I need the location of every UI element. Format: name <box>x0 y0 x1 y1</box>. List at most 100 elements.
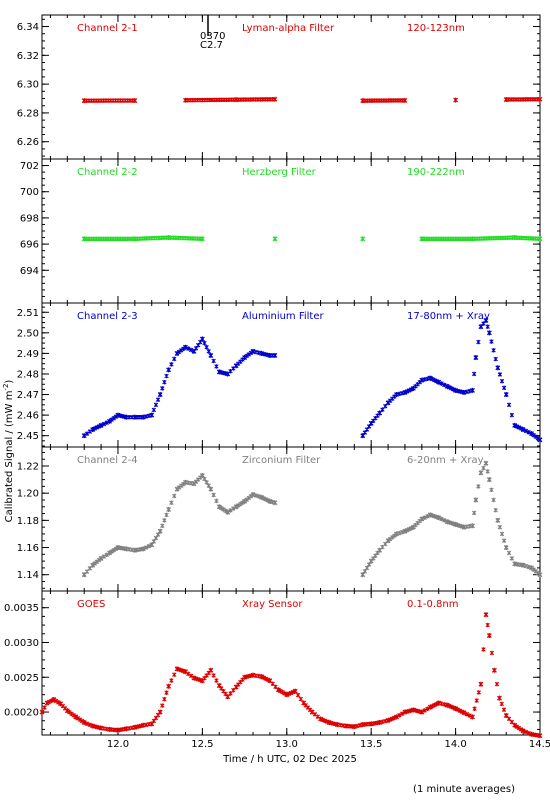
data-point <box>149 721 155 727</box>
data-point <box>410 707 416 713</box>
data-point <box>427 375 433 381</box>
data-point <box>132 236 138 242</box>
panel-2: 694 696 698 700 702 Channel 2-2 Herzberg Filte… <box>20 158 543 304</box>
data-point <box>301 700 307 706</box>
panel-label: Channel 2-3 <box>77 311 138 322</box>
data-marks <box>360 98 405 103</box>
data-point <box>351 724 357 730</box>
x-tick-label: 13.0 <box>276 739 298 750</box>
data-point <box>174 486 180 492</box>
x-tick-label: 14.5 <box>529 739 550 750</box>
data-point <box>123 546 129 552</box>
data-point <box>174 350 180 356</box>
data-point <box>461 389 467 395</box>
data-point <box>115 545 121 551</box>
data-point <box>486 633 492 639</box>
y-tick-label: 694 <box>20 266 39 277</box>
data-point <box>537 96 543 102</box>
y-tick-label: 1.16 <box>17 543 39 554</box>
y-tick-label: 6.26 <box>17 137 39 148</box>
data-point <box>394 392 399 398</box>
data-point <box>537 236 543 242</box>
data-point <box>140 546 146 552</box>
data-point <box>58 701 63 707</box>
data-point <box>157 528 163 534</box>
data-point <box>360 98 366 104</box>
y-axis-label: Calibrated Signal / (mW m-2) <box>2 380 15 523</box>
data-point <box>520 427 526 433</box>
data-point <box>453 97 459 103</box>
data-point <box>394 714 399 720</box>
data-marks <box>504 97 540 102</box>
y-tick-label: 0.0020 <box>4 708 39 719</box>
data-point <box>199 473 205 479</box>
flare-marker-label-top: 0370 <box>200 31 225 42</box>
panel-frame <box>41 590 541 736</box>
data-point <box>216 369 222 375</box>
data-point <box>208 486 214 492</box>
data-point <box>191 675 197 681</box>
panel-label: 190-222nm <box>407 167 465 178</box>
data-point <box>402 528 408 534</box>
y-tick-label: 2.47 <box>17 390 39 401</box>
y-tick-label: 6.34 <box>17 22 39 33</box>
data-point <box>520 728 526 734</box>
panel-label: Channel 2-4 <box>77 455 138 466</box>
data-point <box>377 410 383 416</box>
data-point <box>242 355 248 361</box>
data-point <box>326 719 332 725</box>
panel-label: Xray Sensor <box>242 599 303 610</box>
data-point <box>385 400 391 406</box>
data-point <box>98 422 104 428</box>
data-point <box>495 517 501 523</box>
y-tick-label: 1.14 <box>17 570 39 581</box>
data-point <box>473 355 479 361</box>
data-point <box>166 683 172 689</box>
data-point <box>250 492 256 498</box>
flare-marker: 0370 C2.7 <box>200 15 225 51</box>
data-point <box>199 336 205 342</box>
data-point <box>503 392 509 398</box>
y-tick-label: 0.0025 <box>4 673 39 684</box>
data-point <box>309 709 315 715</box>
data-point <box>233 363 239 369</box>
data-point <box>436 700 442 706</box>
data-point <box>444 519 450 525</box>
data-point <box>537 733 543 739</box>
x-tick-label: 13.5 <box>360 739 382 750</box>
x-tick-label: 14.0 <box>444 739 466 750</box>
data-point <box>537 572 543 578</box>
data-point <box>470 236 475 242</box>
data-point <box>343 723 349 729</box>
data-marks <box>470 235 515 242</box>
data-point <box>166 235 172 241</box>
data-marks <box>82 236 135 242</box>
data-point <box>419 516 425 522</box>
data-point <box>166 367 172 373</box>
data-point <box>225 694 231 700</box>
data-point <box>191 348 197 354</box>
y-tick-label: 2.50 <box>17 328 39 339</box>
y-tick-label: 1.22 <box>17 462 39 473</box>
data-point <box>419 236 425 242</box>
data-point <box>132 98 138 104</box>
y-tick-label: 700 <box>20 187 39 198</box>
data-point <box>427 704 433 710</box>
data-point <box>503 545 509 551</box>
y-tick-label: 2.48 <box>17 369 39 380</box>
x-tick-label: 12.0 <box>107 739 129 750</box>
data-point <box>427 512 433 518</box>
data-point <box>360 722 366 728</box>
y-tick-label: 702 <box>20 161 39 172</box>
data-point <box>503 713 509 719</box>
data-point <box>183 97 188 103</box>
data-point <box>470 714 475 720</box>
data-point <box>199 236 205 242</box>
data-point <box>486 330 492 336</box>
panel-label: GOES <box>77 599 105 610</box>
data-point <box>259 350 264 356</box>
data-point <box>259 494 264 500</box>
data-point <box>385 538 391 544</box>
x-tick-label: 12.5 <box>191 739 213 750</box>
